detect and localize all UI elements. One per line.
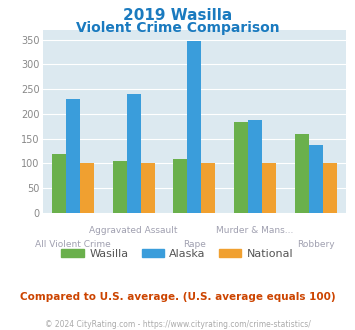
Text: Violent Crime Comparison: Violent Crime Comparison [76, 21, 279, 35]
Bar [187, 41, 201, 213]
Bar [66, 99, 80, 213]
Text: Murder & Mans...: Murder & Mans... [217, 226, 294, 235]
Bar [201, 163, 215, 213]
Bar [295, 134, 309, 213]
Text: 2019 Wasilla: 2019 Wasilla [123, 8, 232, 23]
Bar [141, 163, 154, 213]
Bar [248, 120, 262, 213]
Bar [127, 94, 141, 213]
Text: Robbery: Robbery [297, 240, 334, 249]
Legend: Wasilla, Alaska, National: Wasilla, Alaska, National [57, 245, 298, 263]
Bar [309, 145, 323, 213]
Bar [80, 163, 94, 213]
Text: Rape: Rape [183, 240, 206, 249]
Text: All Violent Crime: All Violent Crime [35, 240, 111, 249]
Text: Aggravated Assault: Aggravated Assault [89, 226, 178, 235]
Bar [174, 159, 187, 213]
Text: Compared to U.S. average. (U.S. average equals 100): Compared to U.S. average. (U.S. average … [20, 292, 335, 302]
Bar [52, 154, 66, 213]
Bar [323, 163, 337, 213]
Bar [262, 163, 276, 213]
Bar [113, 161, 127, 213]
Bar [234, 122, 248, 213]
Text: © 2024 CityRating.com - https://www.cityrating.com/crime-statistics/: © 2024 CityRating.com - https://www.city… [45, 320, 310, 329]
